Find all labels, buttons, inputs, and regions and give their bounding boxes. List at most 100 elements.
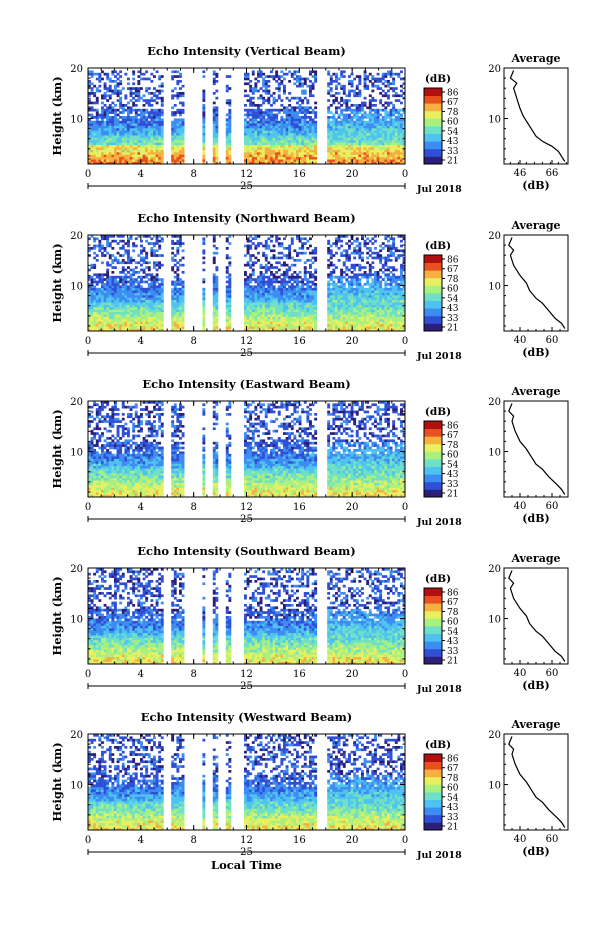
avg-x-tick-label: 60	[546, 501, 559, 512]
date-day: 25	[240, 847, 253, 858]
x-tick-label: 0	[85, 336, 91, 347]
colorbar-tick-label: 43	[447, 137, 459, 147]
x-tick-label: 12	[240, 669, 253, 680]
heatmap-cells	[88, 235, 406, 332]
x-tick-label: 8	[190, 669, 196, 680]
x-tick-label: 20	[346, 336, 359, 347]
colorbar-tick-label: 78	[447, 441, 459, 451]
colorbar-tick-label: 86	[447, 89, 459, 99]
avg-profile-line	[508, 570, 566, 662]
colorbar-tick-label: 33	[447, 647, 459, 657]
x-tick-label: 8	[190, 336, 196, 347]
colorbar-tick-label: 54	[447, 460, 459, 470]
colorbar-tick-label: 78	[447, 275, 459, 285]
avg-x-tick-label: 46	[514, 168, 527, 179]
avg-unit: (dB)	[522, 845, 549, 858]
avg-unit: (dB)	[522, 512, 549, 525]
avg-y-tick-label: 20	[488, 564, 501, 575]
avg-y-tick-label: 20	[488, 231, 501, 242]
date-day: 25	[240, 514, 253, 525]
avg-x-tick-label: 60	[546, 834, 559, 845]
x-tick-label: 16	[293, 336, 306, 347]
x-tick-label: 16	[293, 835, 306, 846]
colorbar-tick-label: 21	[447, 157, 458, 167]
avg-y-tick-label: 20	[488, 64, 501, 75]
panel-title: Echo Intensity (Vertical Beam)	[147, 44, 346, 58]
date-label: Jul 2018	[416, 351, 462, 362]
colorbar-tick-label: 60	[447, 784, 459, 794]
x-tick-label: 20	[346, 502, 359, 513]
colorbar-tick-label: 43	[447, 803, 459, 813]
average-profile	[503, 67, 569, 165]
x-tick-label: 4	[138, 669, 144, 680]
heatmap-cells	[88, 568, 406, 665]
x-axis-label: Local Time	[211, 858, 282, 872]
date-label: Jul 2018	[416, 517, 462, 528]
colorbar-tick-label: 67	[447, 98, 459, 108]
x-tick-label: 0	[402, 336, 408, 347]
date-day: 25	[240, 681, 253, 692]
colorbar-tick-label: 21	[447, 657, 458, 667]
colorbar-tick-label: 78	[447, 608, 459, 618]
x-tick-label: 4	[138, 502, 144, 513]
avg-unit: (dB)	[522, 346, 549, 359]
x-tick-label: 0	[402, 502, 408, 513]
date-day: 25	[240, 181, 253, 192]
panel-5: Echo Intensity (Westward Beam) Height (km…	[50, 710, 569, 872]
colorbar-tick-label: 67	[447, 598, 459, 608]
y-axis-label: Height (km)	[50, 76, 64, 155]
panel-title: Echo Intensity (Northward Beam)	[137, 211, 355, 225]
avg-y-tick-label: 10	[488, 781, 501, 792]
x-tick-label: 20	[346, 169, 359, 180]
colorbar-unit: (dB)	[425, 573, 451, 585]
avg-title: Average	[510, 219, 560, 232]
y-tick-label: 20	[70, 730, 83, 741]
colorbar-tick-label: 21	[447, 823, 458, 833]
colorbar-unit: (dB)	[425, 406, 451, 418]
panel-2: Echo Intensity (Northward Beam) Height (k…	[50, 211, 569, 362]
x-tick-label: 8	[190, 835, 196, 846]
colorbar-tick-label: 86	[447, 422, 459, 432]
y-tick-label: 10	[70, 615, 83, 626]
x-tick-label: 12	[240, 169, 253, 180]
avg-unit: (dB)	[522, 679, 549, 692]
x-tick-label: 0	[402, 169, 408, 180]
x-tick-label: 0	[85, 669, 91, 680]
average-profile	[503, 400, 569, 498]
colorbar	[423, 587, 445, 665]
colorbar-tick-label: 78	[447, 108, 459, 118]
avg-profile-line	[508, 736, 566, 828]
avg-x-tick-label: 40	[514, 501, 527, 512]
x-tick-label: 4	[138, 835, 144, 846]
avg-profile-line	[508, 237, 566, 329]
x-tick-label: 16	[293, 669, 306, 680]
avg-x-tick-label: 60	[546, 668, 559, 679]
panel-1: Echo Intensity (Vertical Beam) Height (km…	[50, 44, 569, 195]
x-tick-label: 12	[240, 336, 253, 347]
colorbar-tick-label: 43	[447, 637, 459, 647]
date-label: Jul 2018	[416, 850, 462, 861]
x-tick-label: 16	[293, 169, 306, 180]
x-tick-label: 0	[402, 835, 408, 846]
y-axis-label: Height (km)	[50, 742, 64, 821]
colorbar-tick-label: 67	[447, 265, 459, 275]
colorbar	[423, 753, 445, 831]
heatmap-cells	[88, 70, 406, 165]
colorbar	[423, 87, 445, 165]
colorbar	[423, 254, 445, 332]
colorbar-tick-label: 54	[447, 127, 459, 137]
colorbar-tick-label: 21	[447, 490, 458, 500]
y-tick-label: 10	[70, 282, 83, 293]
average-profile	[503, 733, 569, 831]
colorbar-tick-label: 86	[447, 589, 459, 599]
y-tick-label: 10	[70, 448, 83, 459]
colorbar-tick-label: 33	[447, 813, 459, 823]
x-tick-label: 8	[190, 169, 196, 180]
colorbar-tick-label: 67	[447, 431, 459, 441]
avg-x-tick-label: 40	[514, 834, 527, 845]
colorbar-tick-label: 33	[447, 314, 459, 324]
avg-x-tick-label: 40	[514, 335, 527, 346]
avg-profile-line	[509, 70, 566, 162]
avg-unit: (dB)	[522, 179, 549, 192]
